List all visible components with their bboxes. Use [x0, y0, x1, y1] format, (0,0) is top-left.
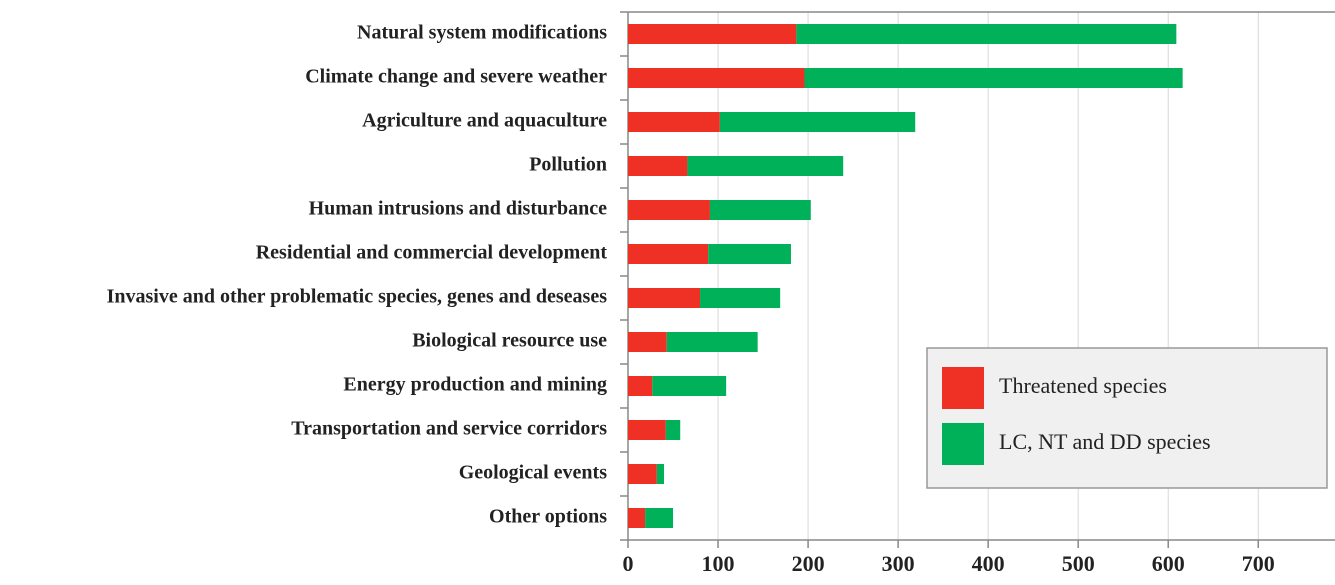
y-tick-label: Residential and commercial development	[256, 242, 608, 264]
legend-swatch	[942, 423, 984, 465]
y-tick-label: Human intrusions and disturbance	[309, 198, 608, 220]
x-tick-label: 300	[882, 551, 915, 576]
y-tick-label: Agriculture and aquaculture	[362, 110, 607, 132]
bar-segment	[628, 68, 805, 88]
x-tick-label: 500	[1062, 551, 1095, 576]
bar-segment	[656, 464, 665, 484]
bar-segment	[628, 420, 666, 440]
legend-swatch	[942, 367, 984, 409]
y-tick-label: Pollution	[529, 154, 607, 176]
x-tick-label: 200	[792, 551, 825, 576]
legend-label: Threatened species	[999, 373, 1167, 398]
x-tick-label: 600	[1152, 551, 1185, 576]
bar-segment	[645, 508, 674, 528]
bar-segment	[687, 156, 844, 176]
bar-segment	[628, 376, 653, 396]
bar-segment	[652, 376, 727, 396]
bar-segment	[628, 464, 657, 484]
x-tick-label: 100	[702, 551, 735, 576]
bar-segment	[709, 200, 811, 220]
bar-segment	[628, 332, 667, 352]
bar-segment	[666, 332, 758, 352]
y-tick-label: Biological resource use	[412, 330, 607, 352]
y-tick-label: Transportation and service corridors	[291, 418, 607, 440]
bar-segment	[628, 156, 688, 176]
y-tick-label: Natural system modifications	[357, 22, 607, 44]
bar-segment	[700, 288, 781, 308]
bar-segment	[665, 420, 681, 440]
x-tick-label: 400	[972, 551, 1005, 576]
legend-box	[926, 347, 1328, 489]
y-tick-label: Other options	[489, 506, 607, 528]
legend-label: LC, NT and DD species	[999, 429, 1211, 454]
y-tick-label: Geological events	[459, 462, 608, 484]
y-tick-label: Climate change and severe weather	[305, 66, 607, 88]
bar-segment	[708, 244, 791, 264]
bar-segment	[804, 68, 1183, 88]
bar-segment	[628, 288, 701, 308]
bar-segment	[719, 112, 916, 132]
x-tick-label: 0	[623, 551, 634, 576]
x-tick-label: 700	[1242, 551, 1275, 576]
bar-segment	[628, 200, 710, 220]
bar-segment	[628, 508, 646, 528]
bar-segment	[628, 24, 797, 44]
bar-segment	[796, 24, 1177, 44]
y-tick-label: Invasive and other problematic species, …	[107, 286, 608, 308]
y-tick-label: Energy production and mining	[343, 374, 607, 396]
bar-segment	[628, 244, 709, 264]
bar-segment	[628, 112, 720, 132]
